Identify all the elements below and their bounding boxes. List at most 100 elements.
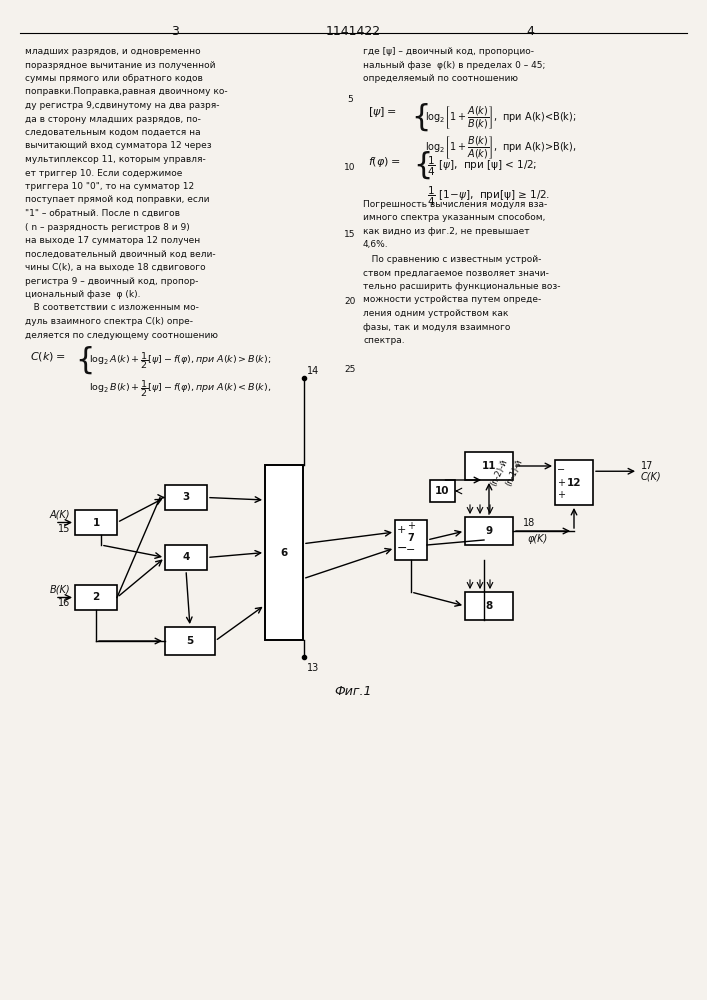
Text: −: − <box>397 542 407 555</box>
Text: $\dfrac{1}{4}\ [\psi]$,  при [ψ] < 1/2;: $\dfrac{1}{4}\ [\psi]$, при [ψ] < 1/2; <box>427 155 537 178</box>
Text: регистра 9 – двоичный код, пропор-: регистра 9 – двоичный код, пропор- <box>25 276 199 286</box>
Text: младших разрядов, и одновременно: младших разрядов, и одновременно <box>25 47 201 56</box>
Text: Фиг.1: Фиг.1 <box>334 685 372 698</box>
Text: +: + <box>407 521 415 531</box>
Bar <box>465 592 513 620</box>
Bar <box>165 545 207 570</box>
Text: 18: 18 <box>523 518 535 528</box>
Text: +: + <box>557 490 565 500</box>
Text: вычитающий вход сумматора 12 через: вычитающий вход сумматора 12 через <box>25 141 211 150</box>
Text: 4: 4 <box>526 25 534 38</box>
Text: следовательным кодом подается на: следовательным кодом подается на <box>25 128 201 137</box>
Bar <box>165 627 215 655</box>
Text: ет триггер 10. Если содержимое: ет триггер 10. Если содержимое <box>25 168 182 178</box>
Text: 11: 11 <box>481 461 496 471</box>
Text: суммы прямого или обратного кодов: суммы прямого или обратного кодов <box>25 74 203 83</box>
Text: на выходе 17 сумматора 12 получен: на выходе 17 сумматора 12 получен <box>25 236 200 245</box>
Text: 7: 7 <box>408 533 414 543</box>
Text: 17: 17 <box>641 461 653 471</box>
Text: 4,6%.: 4,6%. <box>363 240 389 249</box>
Text: $f(\varphi)=$: $f(\varphi)=$ <box>368 155 400 169</box>
Text: −: − <box>557 465 565 475</box>
Text: −: − <box>407 545 416 555</box>
Text: 13: 13 <box>307 663 320 673</box>
Text: φ(K): φ(K) <box>528 534 548 544</box>
Text: спектра.: спектра. <box>363 336 404 345</box>
Text: B(K): B(K) <box>49 584 70 594</box>
Text: +: + <box>397 525 407 535</box>
Text: 10: 10 <box>344 162 356 172</box>
Text: 16: 16 <box>58 598 70 608</box>
Text: 5: 5 <box>347 95 353 104</box>
Text: +: + <box>557 478 565 488</box>
Bar <box>75 585 117 610</box>
Text: В соответствии с изложенным мо-: В соответствии с изложенным мо- <box>25 304 199 312</box>
Text: поразрядное вычитание из полученной: поразрядное вычитание из полученной <box>25 60 216 70</box>
Text: {: { <box>411 103 431 132</box>
Text: 4: 4 <box>182 552 189 562</box>
Text: 2: 2 <box>93 592 100 602</box>
Text: поступает прямой код поправки, если: поступает прямой код поправки, если <box>25 196 209 205</box>
Text: нальный фазе  φ(k) в пределах 0 – 45;: нальный фазе φ(k) в пределах 0 – 45; <box>363 60 545 70</box>
Text: 8: 8 <box>486 601 493 611</box>
Text: фазы, так и модуля взаимного: фазы, так и модуля взаимного <box>363 322 510 332</box>
Text: $\log_2\!\left[1+\dfrac{A(k)}{B(k)}\right]$,  при A(k)<B(k);: $\log_2\!\left[1+\dfrac{A(k)}{B(k)}\righ… <box>425 105 576 131</box>
Text: последовательный двоичный код вели-: последовательный двоичный код вели- <box>25 249 216 258</box>
Bar <box>165 485 207 510</box>
Text: 12: 12 <box>567 478 581 488</box>
Text: ду регистра 9,сдвинутому на два разря-: ду регистра 9,сдвинутому на два разря- <box>25 101 219 110</box>
Text: $\dfrac{1}{4}\ [1\!-\!\psi]$,  при[ψ] ≥ 1/2.: $\dfrac{1}{4}\ [1\!-\!\psi]$, при[ψ] ≥ 1… <box>427 185 550 208</box>
Text: {: { <box>413 151 433 180</box>
Text: 15: 15 <box>58 524 70 534</box>
Text: 9: 9 <box>486 526 493 536</box>
Text: деляется по следующему соотношению: деляется по следующему соотношению <box>25 330 218 340</box>
Text: как видно из фиг.2, не превышает: как видно из фиг.2, не превышает <box>363 227 530 236</box>
Bar <box>430 480 455 502</box>
Text: 10: 10 <box>436 486 450 496</box>
Text: да в сторону младших разрядов, по-: да в сторону младших разрядов, по- <box>25 114 201 123</box>
Text: $\log_2\!\left[1+\dfrac{B(k)}{A(k)}\right]$,  при A(k)>B(k),: $\log_2\!\left[1+\dfrac{B(k)}{A(k)}\righ… <box>425 135 576 161</box>
Text: 15: 15 <box>344 230 356 239</box>
Text: Погрешность вычисления модуля вза-: Погрешность вычисления модуля вза- <box>363 200 547 209</box>
Text: ством предлагаемое позволяет значи-: ством предлагаемое позволяет значи- <box>363 268 549 277</box>
Text: 25: 25 <box>344 365 356 374</box>
Text: A(K): A(K) <box>49 510 70 520</box>
Text: триггера 10 "0", то на сумматор 12: триггера 10 "0", то на сумматор 12 <box>25 182 194 191</box>
Text: можности устройства путем опреде-: можности устройства путем опреде- <box>363 296 542 304</box>
Text: C(K): C(K) <box>641 471 662 481</box>
Text: тельно расширить функциональные воз-: тельно расширить функциональные воз- <box>363 282 561 291</box>
Text: 5: 5 <box>187 636 194 646</box>
Bar <box>555 460 593 505</box>
Text: 3: 3 <box>171 25 179 38</box>
Bar <box>75 510 117 535</box>
Text: (n-2)-й: (n-2)-й <box>489 457 509 487</box>
Text: циональный фазе  φ (k).: циональный фазе φ (k). <box>25 290 141 299</box>
Text: $\log_2 B(k)+\dfrac{1}{2}[\psi]-f(\varphi),при\ A(k)<B(k),$: $\log_2 B(k)+\dfrac{1}{2}[\psi]-f(\varph… <box>89 378 271 399</box>
Text: имного спектра указанным способом,: имного спектра указанным способом, <box>363 214 545 223</box>
Text: определяемый по соотношению: определяемый по соотношению <box>363 74 518 83</box>
Bar <box>265 465 303 640</box>
Text: 20: 20 <box>344 298 356 306</box>
Text: 14: 14 <box>307 366 320 376</box>
Text: По сравнению с известным устрой-: По сравнению с известным устрой- <box>363 255 542 264</box>
Text: поправки.Поправка,равная двоичному ко-: поправки.Поправка,равная двоичному ко- <box>25 88 228 97</box>
Text: ления одним устройством как: ления одним устройством как <box>363 309 508 318</box>
Text: 6: 6 <box>281 548 288 558</box>
Text: чины C(k), а на выходе 18 сдвигового: чины C(k), а на выходе 18 сдвигового <box>25 263 206 272</box>
Bar <box>395 520 427 560</box>
Text: где [ψ] – двоичный код, пропорцио-: где [ψ] – двоичный код, пропорцио- <box>363 47 534 56</box>
Text: "1" – обратный. После n сдвигов: "1" – обратный. После n сдвигов <box>25 209 180 218</box>
Text: дуль взаимного спектра C(k) опре-: дуль взаимного спектра C(k) опре- <box>25 317 193 326</box>
Text: мультиплексор 11, которым управля-: мультиплексор 11, которым управля- <box>25 155 206 164</box>
Text: 1141422: 1141422 <box>325 25 380 38</box>
Text: $C(k)=$: $C(k)=$ <box>30 350 65 363</box>
Text: 3: 3 <box>182 492 189 502</box>
Text: $\log_2 A(k)+\dfrac{1}{2}[\psi]-f(\varphi),при\ A(k)>B(k);$: $\log_2 A(k)+\dfrac{1}{2}[\psi]-f(\varph… <box>89 350 271 371</box>
Text: ( n – разрядность регистров 8 и 9): ( n – разрядность регистров 8 и 9) <box>25 223 189 232</box>
Bar <box>465 517 513 545</box>
Text: $[\psi]=$: $[\psi]=$ <box>368 105 397 119</box>
Text: (n-1)-й: (n-1)-й <box>504 457 524 487</box>
Bar <box>465 452 513 480</box>
Text: 1: 1 <box>93 518 100 528</box>
Text: {: { <box>75 346 94 375</box>
